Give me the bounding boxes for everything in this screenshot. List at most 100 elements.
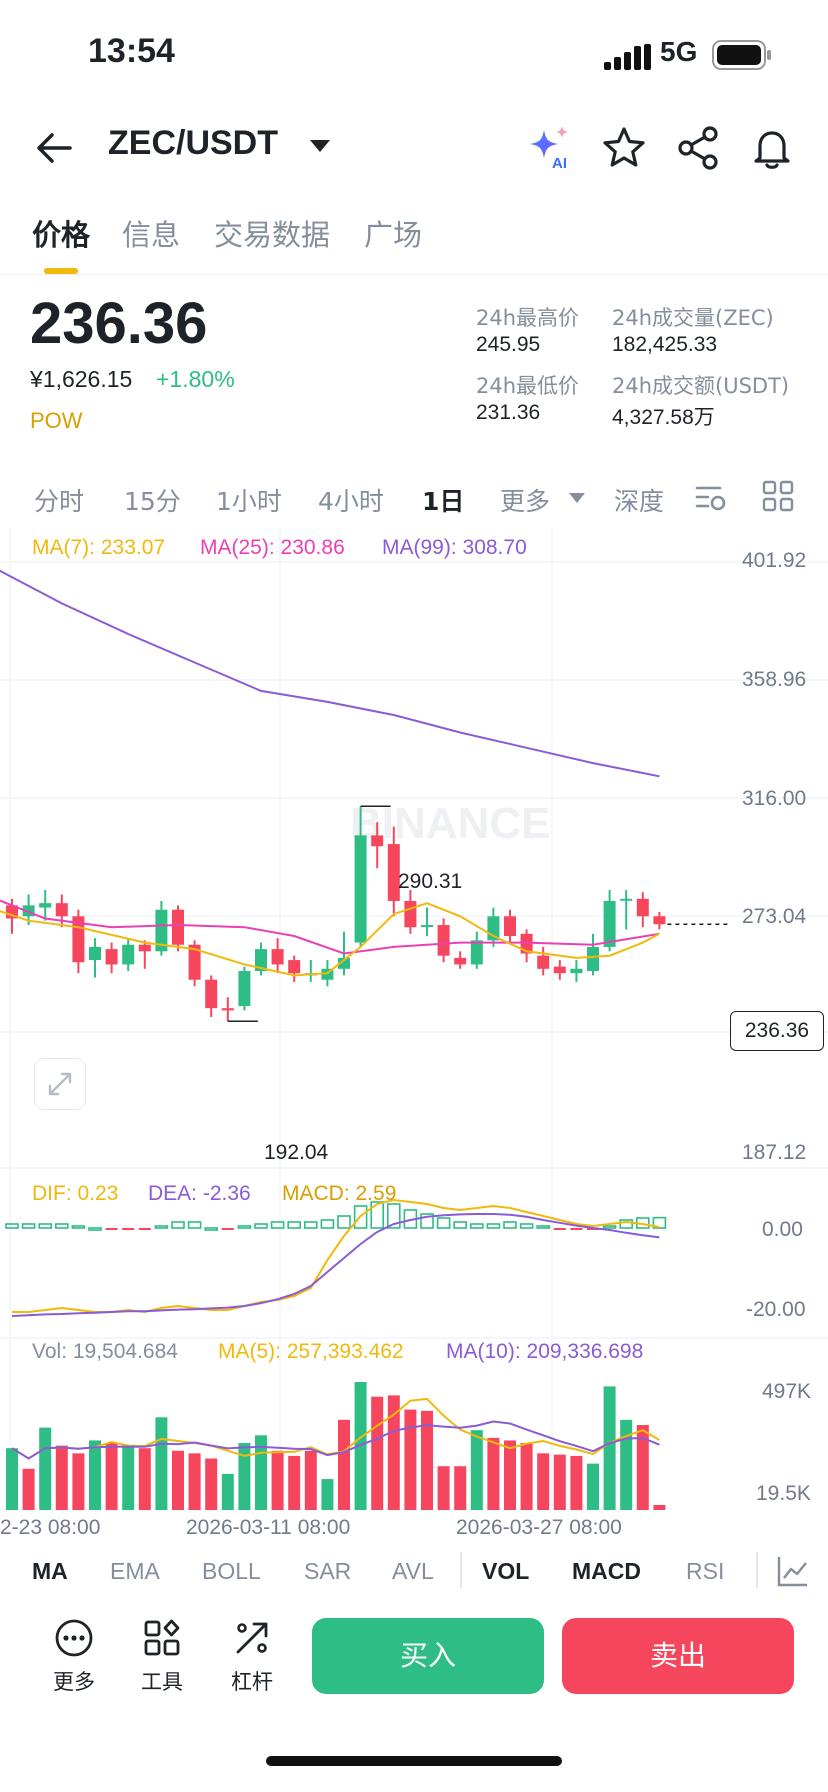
indicator-macd[interactable]: MACD: [572, 1558, 641, 1584]
macd-bar: [138, 1228, 151, 1230]
macd-bar: [303, 1221, 318, 1229]
leverage-icon: [236, 1622, 268, 1654]
network-label: 5G: [660, 36, 698, 67]
candle-body: [89, 946, 101, 961]
status-time: 13:54: [88, 32, 175, 70]
candle-body: [55, 903, 68, 917]
candle-body: [172, 909, 184, 945]
indicator-ma[interactable]: MA: [32, 1558, 68, 1584]
expand-icon: [48, 1072, 72, 1096]
back-arrow-icon[interactable]: [32, 126, 76, 170]
amount-label: 24h成交额(USDT): [612, 374, 790, 398]
buy-button[interactable]: 买入: [312, 1618, 544, 1694]
macd-bar: [337, 1215, 351, 1229]
interval-15m[interactable]: 15分: [124, 487, 181, 516]
leverage-button[interactable]: 杠杆: [212, 1618, 292, 1696]
layout-grid-icon[interactable]: [762, 480, 794, 512]
tab-price[interactable]: 价格: [32, 218, 91, 252]
macd-tick: -20.00: [746, 1298, 806, 1321]
interval-1d[interactable]: 1日: [422, 487, 465, 516]
candle-body: [238, 970, 251, 1007]
candle-body: [437, 925, 450, 956]
caret-down-icon[interactable]: [568, 492, 586, 504]
indicator-vol[interactable]: VOL: [482, 1558, 530, 1584]
candle-body: [537, 955, 550, 969]
indicator-ema[interactable]: EMA: [110, 1558, 160, 1584]
y-tick: 358.96: [742, 668, 807, 691]
share-icon[interactable]: [674, 124, 722, 172]
volume-bar: [205, 1458, 218, 1510]
indicator-settings-icon[interactable]: [776, 1554, 810, 1588]
fullscreen-button[interactable]: [34, 1058, 86, 1110]
macd-bar: [469, 1223, 484, 1229]
macd-bar: [270, 1221, 285, 1229]
candle-body: [387, 844, 400, 901]
ai-sparkle-icon[interactable]: AI: [526, 124, 574, 172]
volume-bar: [39, 1427, 52, 1510]
tab-info[interactable]: 信息: [122, 218, 181, 252]
battery-icon: [712, 40, 771, 70]
volume-bar: [89, 1440, 101, 1510]
volume-bar: [437, 1466, 450, 1510]
sell-button[interactable]: 卖出: [562, 1618, 794, 1694]
vol-legend: Vol: 19,504.684: [32, 1340, 178, 1363]
volume-bar: [155, 1417, 168, 1510]
tab-trade-data[interactable]: 交易数据: [214, 218, 331, 252]
indicator-sar[interactable]: SAR: [304, 1558, 352, 1584]
chart-settings-icon[interactable]: [694, 480, 728, 514]
volume-bar: [537, 1453, 550, 1510]
candle-body: [620, 898, 633, 901]
vol-tick: 19.5K: [756, 1482, 811, 1505]
volume-bar: [371, 1396, 384, 1510]
ma7-legend: MA(7): 233.07: [32, 536, 166, 559]
candle-body: [520, 933, 533, 954]
volume-bar: [321, 1479, 334, 1510]
candle-body: [421, 925, 433, 928]
interval-time[interactable]: 分时: [34, 487, 85, 516]
kline-chart[interactable]: BINANCE: [0, 528, 828, 1518]
interval-1h[interactable]: 1小时: [216, 487, 282, 516]
volume-bar: [636, 1425, 649, 1510]
pair-selector[interactable]: ZEC/USDT: [108, 124, 278, 162]
tab-square[interactable]: 广场: [364, 218, 423, 252]
candle-body: [288, 960, 301, 974]
indicator-boll[interactable]: BOLL: [202, 1558, 261, 1584]
macd-bar: [436, 1217, 451, 1229]
x-label: 2-23 08:00: [0, 1516, 101, 1539]
amount-value: 4,327.58万: [612, 406, 715, 429]
indicator-avl[interactable]: AVL: [392, 1558, 434, 1584]
volume-bar: [387, 1395, 400, 1510]
tools-button[interactable]: 工具: [122, 1618, 202, 1696]
coin-tag[interactable]: POW: [30, 408, 83, 433]
y-tick: 273.04: [742, 905, 807, 928]
volume-bar: [504, 1440, 516, 1510]
volume-bar: [470, 1430, 483, 1510]
bell-icon[interactable]: [748, 124, 796, 172]
macd-bar: [353, 1205, 368, 1229]
macd-bar: [453, 1221, 468, 1229]
tools-grid-icon: [144, 1619, 180, 1656]
volume-bar: [354, 1382, 367, 1510]
signal-icon: [604, 44, 651, 70]
candle-body: [504, 916, 516, 936]
depth-tab[interactable]: 深度: [614, 487, 665, 516]
more-button[interactable]: 更多: [34, 1618, 114, 1696]
volume-bar: [105, 1443, 118, 1510]
volume-bar: [122, 1445, 135, 1510]
volume-bar: [587, 1463, 599, 1510]
vol-tick: 497K: [762, 1380, 812, 1403]
macd-bar: [287, 1221, 302, 1229]
x-label: 2026-03-11 08:00: [186, 1516, 351, 1539]
star-icon[interactable]: [600, 124, 648, 172]
binance-watermark: BINANCE: [350, 799, 550, 848]
macd-bar: [619, 1219, 634, 1229]
vol-ma5-legend: MA(5): 257,393.462: [218, 1340, 404, 1363]
interval-4h[interactable]: 4小时: [318, 487, 384, 516]
indicator-rsi[interactable]: RSI: [686, 1558, 725, 1584]
interval-more[interactable]: 更多: [500, 487, 551, 516]
tab-active-indicator: [44, 268, 78, 274]
home-indicator: [266, 1756, 562, 1766]
caret-down-icon[interactable]: [308, 138, 332, 154]
macd-bar: [320, 1219, 335, 1229]
volume-value: 182,425.33: [612, 333, 718, 356]
